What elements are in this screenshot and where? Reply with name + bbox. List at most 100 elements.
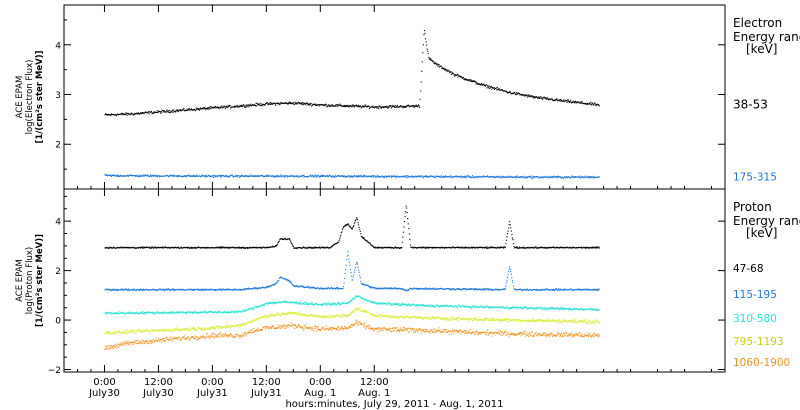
data-point <box>410 106 412 108</box>
data-point <box>448 305 450 307</box>
data-point <box>560 247 562 249</box>
data-point <box>598 176 600 178</box>
data-point <box>487 85 489 87</box>
data-point <box>532 307 535 309</box>
data-point <box>169 290 171 292</box>
data-point <box>277 175 279 177</box>
data-point <box>176 327 178 329</box>
data-point <box>205 108 208 110</box>
data-point <box>351 227 353 230</box>
data-point <box>165 330 167 332</box>
data-point <box>301 285 303 287</box>
data-point <box>424 288 427 290</box>
data-point <box>583 309 585 311</box>
data-point <box>139 176 141 178</box>
data-point <box>292 245 294 248</box>
data-point <box>521 289 523 291</box>
data-point <box>229 175 231 177</box>
data-point <box>558 247 560 249</box>
data-point <box>146 288 148 291</box>
data-point <box>137 175 140 177</box>
data-point <box>544 97 546 100</box>
data-point <box>471 175 474 177</box>
data-point <box>200 328 202 330</box>
data-point <box>177 175 179 177</box>
data-point <box>380 176 382 178</box>
data-point <box>167 330 169 332</box>
data-point <box>349 175 352 177</box>
data-point <box>225 174 227 176</box>
data-point <box>200 176 202 178</box>
data-point <box>248 288 250 290</box>
data-point <box>412 105 414 107</box>
data-point <box>159 111 161 113</box>
data-point <box>271 103 273 105</box>
data-point <box>178 330 180 332</box>
data-point <box>446 304 448 306</box>
data-point <box>547 308 549 310</box>
data-point <box>130 312 133 314</box>
data-point <box>538 177 540 179</box>
data-point <box>298 303 300 305</box>
data-point <box>218 288 220 290</box>
data-point <box>528 95 530 97</box>
data-point <box>464 247 466 249</box>
data-point <box>171 175 174 177</box>
data-point <box>269 285 271 287</box>
data-point <box>362 237 365 240</box>
data-point <box>311 287 313 289</box>
data-point <box>202 330 204 332</box>
data-point <box>202 288 204 290</box>
data-point <box>576 102 578 104</box>
data-point <box>111 313 113 315</box>
data-point <box>296 247 298 250</box>
data-point <box>399 303 401 305</box>
data-point <box>321 303 323 305</box>
data-point <box>174 289 176 291</box>
data-point <box>247 288 249 290</box>
data-point <box>301 103 303 105</box>
data-point <box>315 103 317 105</box>
data-point <box>503 175 505 177</box>
data-point <box>134 330 136 332</box>
data-point <box>419 176 421 178</box>
data-point <box>472 79 474 82</box>
data-point <box>523 307 525 309</box>
data-point <box>246 288 249 290</box>
data-point <box>374 246 376 248</box>
data-point <box>450 289 452 291</box>
data-point <box>204 107 206 109</box>
data-point <box>160 330 162 332</box>
data-point <box>366 176 368 178</box>
data-point <box>313 304 315 306</box>
data-point <box>556 307 558 309</box>
data-point <box>125 329 127 331</box>
data-point <box>545 98 547 100</box>
data-point <box>592 177 594 179</box>
data-point <box>216 326 218 328</box>
data-point <box>324 246 326 248</box>
data-point <box>443 246 445 249</box>
data-point <box>488 289 490 291</box>
data-point <box>106 247 108 249</box>
data-point <box>234 312 236 314</box>
data-point <box>289 239 291 241</box>
data-point <box>521 176 523 178</box>
data-point <box>276 244 278 246</box>
data-point <box>556 246 558 248</box>
data-point <box>368 105 370 107</box>
data-point <box>566 176 568 178</box>
data-point <box>482 176 484 178</box>
data-point <box>405 176 407 178</box>
data-point <box>397 288 399 290</box>
data-point <box>158 175 160 177</box>
data-point <box>269 313 271 315</box>
data-point <box>182 311 184 313</box>
data-point <box>286 301 288 303</box>
data-point <box>579 309 581 311</box>
data-point <box>269 101 271 104</box>
data-point <box>164 289 167 291</box>
data-point <box>198 109 200 111</box>
data-point <box>590 288 592 290</box>
